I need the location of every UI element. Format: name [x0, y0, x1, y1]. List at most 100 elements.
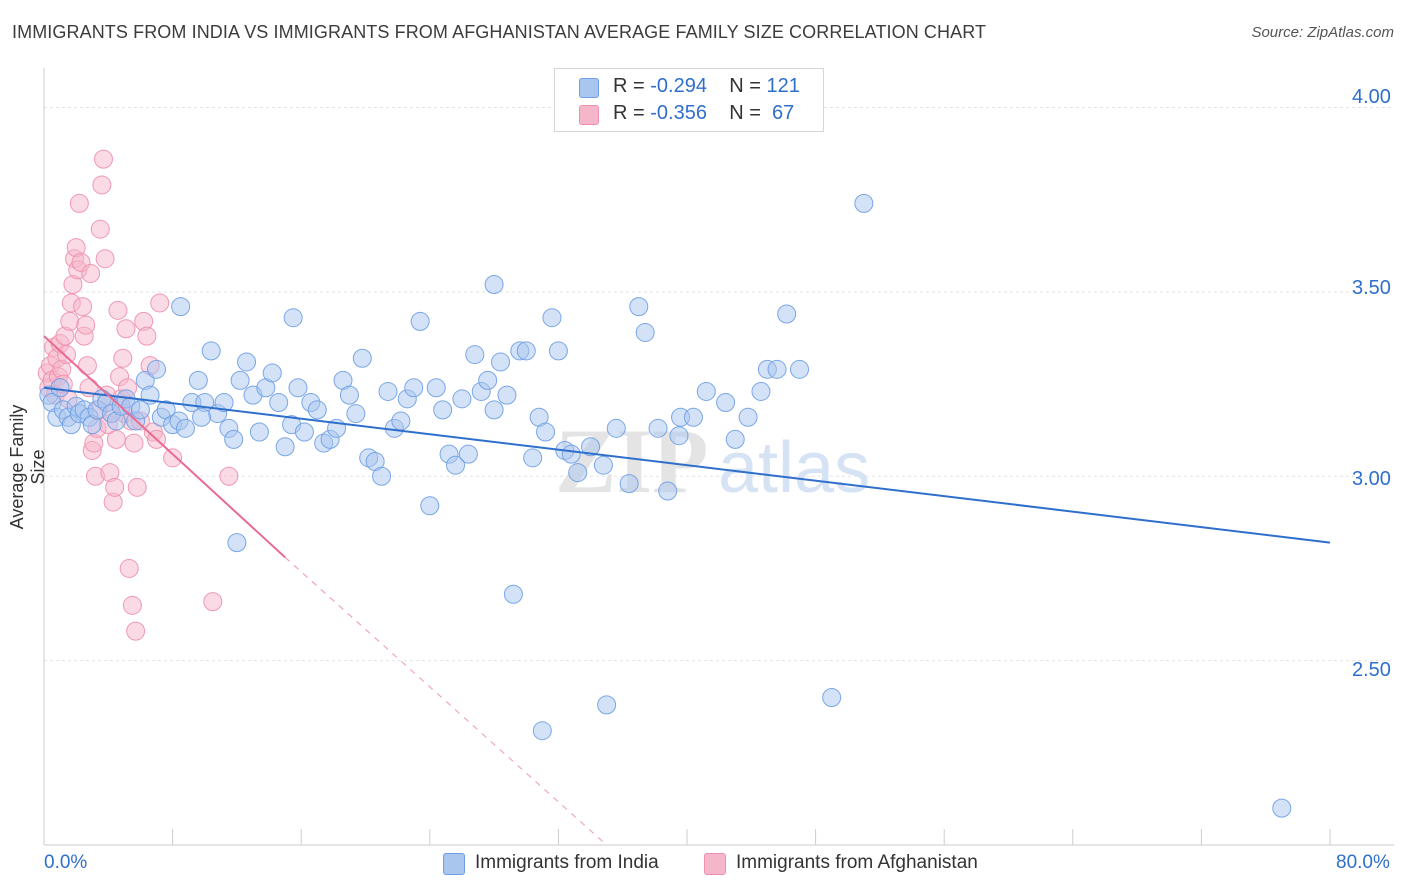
india-point [532, 721, 552, 741]
afghanistan-point [95, 249, 115, 269]
india-point [503, 584, 523, 604]
india-point [230, 370, 250, 390]
india-point [339, 385, 359, 405]
india-point [561, 444, 581, 464]
india-point [619, 474, 639, 494]
india-point [683, 407, 703, 427]
india-point [201, 341, 221, 361]
india-point [606, 418, 626, 438]
india-point [391, 411, 411, 431]
legend-label-india: Immigrants from India [475, 852, 659, 873]
axes [43, 68, 1394, 846]
afghanistan-point [77, 356, 97, 376]
india-point [410, 311, 430, 331]
india-point [658, 481, 678, 501]
afghanistan-point [81, 263, 101, 283]
india-point [446, 455, 466, 475]
india-point [420, 496, 440, 516]
india-point [426, 378, 446, 398]
india-point [790, 359, 810, 379]
india-point [716, 393, 736, 412]
india-point [767, 359, 787, 379]
trend-lines [43, 335, 1331, 846]
india-point [404, 378, 424, 398]
afghanistan-point [119, 558, 139, 578]
watermark-zip: ZIP [555, 410, 708, 512]
afghanistan-trend-extension [284, 556, 608, 846]
india-point [536, 422, 556, 442]
india-point [725, 429, 745, 449]
india-point [249, 422, 269, 442]
india-point [224, 429, 244, 449]
chart-title: IMMIGRANTS FROM INDIA VS IMMIGRANTS FROM… [12, 22, 987, 42]
india-point [452, 389, 472, 409]
india-point [227, 533, 247, 553]
india-point [175, 418, 195, 438]
india-point [854, 193, 874, 213]
afghanistan-trend-line [43, 335, 286, 559]
x-tick-min: 0.0% [44, 852, 88, 873]
legend-swatch-afghanistan [704, 853, 726, 875]
y-axis-label: Average Family Size [7, 404, 48, 530]
watermark: ZIP atlas [555, 410, 870, 512]
afghanistan-point [105, 477, 125, 497]
india-point [283, 308, 303, 328]
india-point [378, 381, 398, 401]
india-point [669, 426, 689, 446]
afghanistan-point [203, 592, 223, 612]
india-point [738, 407, 758, 427]
india-point [269, 393, 289, 412]
legend-label-afghanistan: Immigrants from Afghanistan [736, 852, 978, 873]
india-point [484, 400, 504, 420]
afghanistan-point [122, 595, 142, 615]
afghanistan-point [93, 149, 113, 169]
afghanistan-point [69, 193, 89, 213]
afghanistan-point [108, 300, 128, 320]
india-point [237, 352, 257, 372]
india-point [458, 444, 478, 464]
india-point [372, 466, 392, 486]
afghanistan-point [90, 219, 110, 239]
gridlines [44, 107, 1394, 662]
stats-legend: R = -0.294 N = 121 R = -0.356 N = 67 [554, 68, 824, 132]
y-tick-2.50: 2.50 [1352, 659, 1391, 681]
y-tick-3.50: 3.50 [1352, 277, 1391, 299]
india-point [288, 378, 308, 398]
india-point [478, 370, 498, 390]
india-point [777, 304, 797, 324]
afghanistan-point [113, 348, 133, 368]
afghanistan-point [92, 175, 112, 195]
india-point [648, 418, 668, 438]
india-swatch [579, 78, 599, 98]
india-point [593, 455, 613, 475]
afghanistan-point [60, 311, 80, 331]
india-point [214, 393, 234, 412]
india-point [629, 297, 649, 317]
india-point [751, 381, 771, 401]
afghanistan-point [126, 621, 146, 641]
india-point [822, 688, 842, 707]
india-point [484, 275, 504, 294]
india-stats-text: R = -0.294 N = 121 [613, 75, 800, 97]
india-point [275, 437, 295, 457]
india-point [346, 404, 366, 424]
afghanistan-point [163, 448, 183, 468]
afghanistan-point [150, 293, 170, 313]
india-point [262, 363, 282, 383]
legend-swatch-india [443, 853, 465, 875]
india-point [465, 345, 485, 365]
india-point [294, 422, 314, 442]
india-trend-line [43, 386, 1331, 544]
india-point [352, 348, 372, 368]
afghanistan-point [124, 433, 144, 453]
india-point [307, 400, 327, 420]
india-point [581, 437, 601, 457]
afghanistan-point [76, 315, 96, 335]
india-point [50, 378, 70, 398]
india-point [147, 359, 167, 379]
india-point [568, 463, 588, 483]
india-point [433, 400, 453, 420]
india-point [597, 695, 617, 715]
india-point [491, 352, 511, 372]
